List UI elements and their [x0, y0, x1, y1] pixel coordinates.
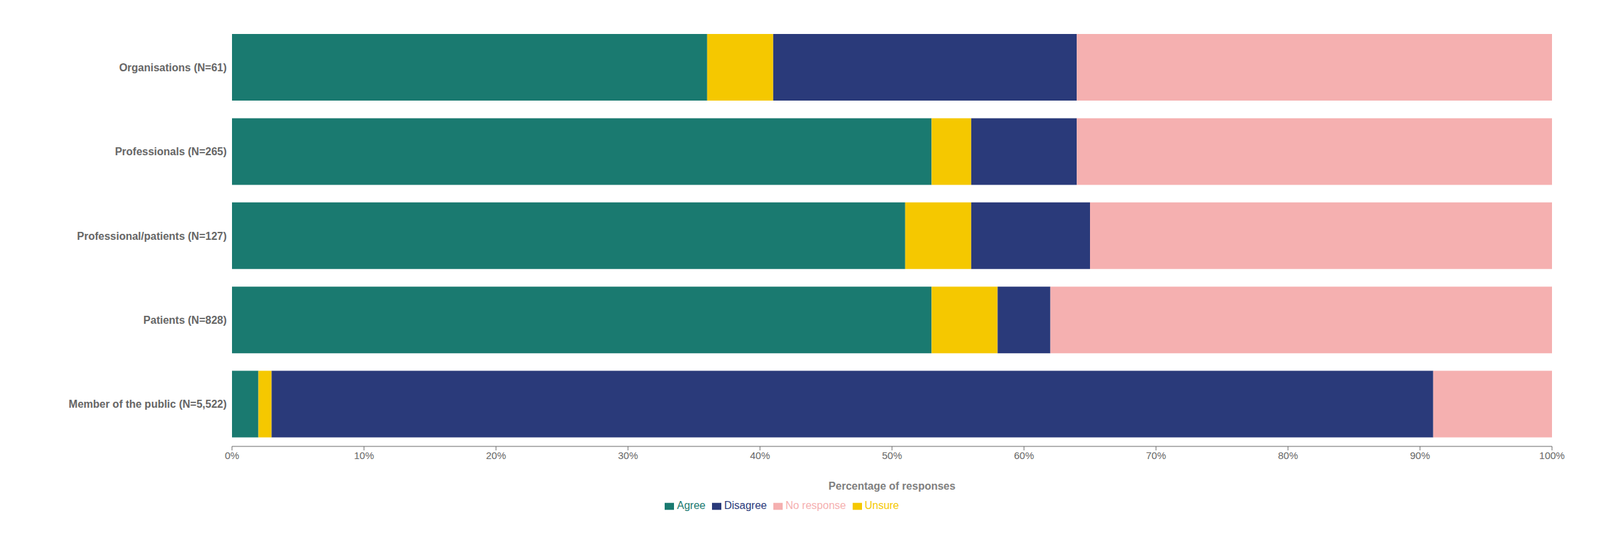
html-text:Agree: Agree — [677, 500, 706, 512]
svg-text:Professional/patients (N=127): Professional/patients (N=127) — [76, 230, 227, 242]
svg-text:Professionals (N=265): Professionals (N=265) — [114, 146, 227, 158]
svg-text:10%: 10% — [354, 450, 374, 462]
svg-text:Percentage of responses: Percentage of responses — [828, 480, 956, 492]
svg-text:100%: 100% — [1539, 450, 1565, 462]
svg-text:50%: 50% — [882, 450, 902, 462]
svg-text:Organisations (N=61): Organisations (N=61) — [119, 62, 227, 74]
svg-text:70%: 70% — [1146, 450, 1166, 462]
svg-text:90%: 90% — [1410, 450, 1430, 462]
svg-text:30%: 30% — [618, 450, 638, 462]
svg-text:Patients (N=828): Patients (N=828) — [143, 314, 227, 326]
html-text:Disagree: Disagree — [724, 500, 767, 512]
svg-text:0%: 0% — [224, 450, 240, 462]
html-text:No response: No response — [785, 500, 846, 512]
svg-text:Member of the public (N=5,522): Member of the public (N=5,522) — [68, 398, 227, 410]
svg-text:40%: 40% — [750, 450, 770, 462]
html-text:Unsure: Unsure — [864, 500, 899, 512]
svg-text:80%: 80% — [1278, 450, 1298, 462]
svg-text:60%: 60% — [1014, 450, 1034, 462]
svg-text:20%: 20% — [486, 450, 506, 462]
